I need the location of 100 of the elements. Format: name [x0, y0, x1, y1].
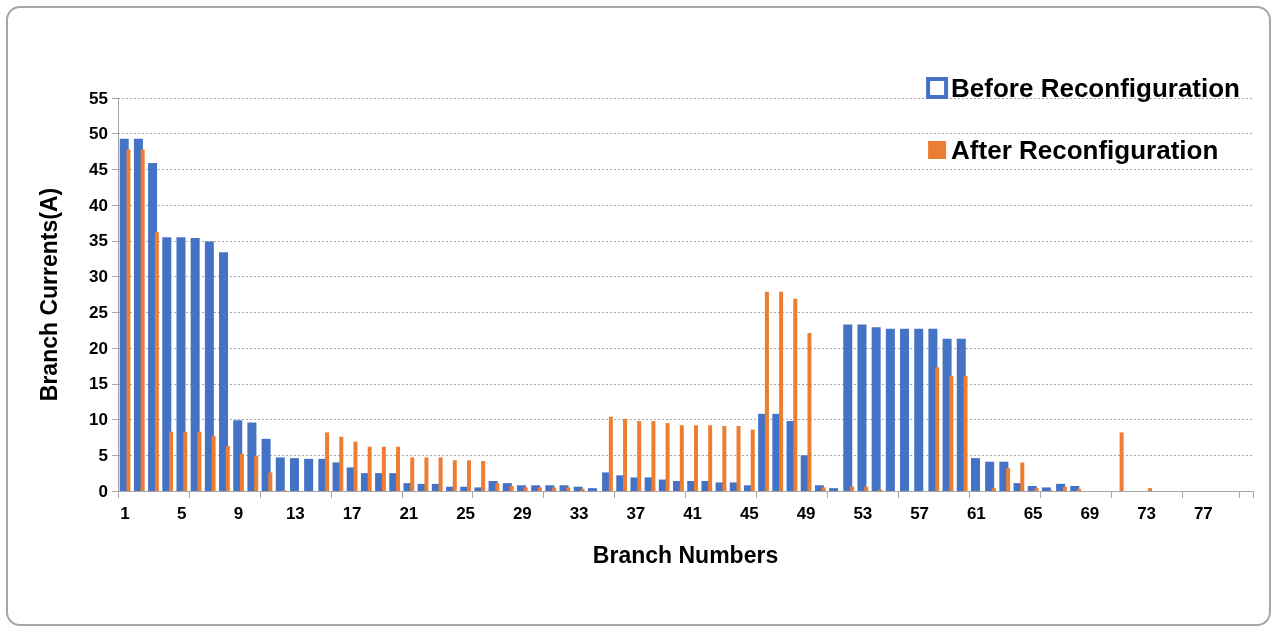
bar — [885, 328, 895, 491]
bar — [1020, 462, 1025, 491]
bar — [708, 425, 713, 491]
y-tick-label: 55 — [89, 88, 108, 108]
bar — [162, 237, 172, 491]
bar — [651, 420, 656, 491]
x-tick-label: 1 — [120, 504, 130, 523]
bar — [807, 333, 812, 491]
x-tick-label: 77 — [1193, 504, 1213, 523]
y-tick-label: 50 — [89, 124, 108, 144]
x-tick-label: 53 — [853, 504, 873, 523]
bar — [275, 457, 285, 491]
x-tick-label: 37 — [626, 504, 646, 523]
bar — [452, 460, 457, 491]
legend-label: Before Reconfiguration — [951, 73, 1241, 103]
x-tick-label: 33 — [569, 504, 589, 523]
bar — [970, 458, 980, 491]
bar — [935, 367, 940, 491]
bar — [523, 487, 528, 491]
bar — [176, 237, 186, 491]
bar — [537, 487, 542, 491]
bar — [637, 420, 642, 491]
x-tick-label: 65 — [1023, 504, 1043, 523]
y-tick-label: 45 — [89, 159, 108, 179]
y-tick-label: 20 — [89, 338, 108, 358]
x-tick-label: 17 — [342, 504, 362, 523]
legend-label: After Reconfiguration — [951, 135, 1219, 165]
bar — [225, 445, 230, 491]
bar — [211, 435, 216, 491]
y-tick-label: 5 — [98, 445, 108, 465]
bar — [608, 416, 613, 491]
bar — [843, 324, 853, 491]
bar — [424, 457, 429, 491]
bar — [509, 486, 514, 491]
bar — [353, 441, 358, 491]
bar — [736, 425, 741, 491]
bar — [985, 461, 995, 491]
bar — [289, 458, 299, 491]
bar — [991, 488, 996, 491]
bar — [169, 431, 174, 491]
x-tick-label: 69 — [1080, 504, 1100, 523]
bar — [900, 328, 910, 491]
bar — [197, 431, 202, 491]
bar — [587, 488, 597, 491]
bar — [1006, 468, 1011, 491]
bar — [871, 327, 881, 491]
x-tick-label: 45 — [739, 504, 759, 523]
bar — [254, 455, 259, 491]
bar — [495, 483, 500, 491]
bar — [126, 149, 131, 491]
bar — [850, 486, 855, 491]
y-tick-label: 0 — [98, 481, 108, 501]
bar — [466, 460, 471, 491]
bar — [367, 446, 372, 491]
bar — [829, 488, 839, 491]
bar — [219, 252, 229, 491]
bar — [750, 429, 755, 491]
bar — [552, 487, 557, 491]
x-axis-title: Branch Numbers — [592, 541, 779, 568]
bar — [1119, 432, 1124, 491]
bar — [1034, 488, 1039, 491]
bar — [1147, 488, 1152, 491]
bar — [325, 432, 330, 491]
bar — [396, 446, 401, 491]
bar — [1070, 486, 1080, 491]
x-tick-label: 57 — [910, 504, 930, 523]
bar — [623, 418, 628, 491]
x-tick-label: 13 — [285, 504, 305, 523]
x-tick-label: 41 — [683, 504, 703, 523]
bar — [693, 425, 698, 491]
bar — [821, 487, 826, 491]
x-tick-label: 29 — [512, 504, 532, 523]
y-axis-title: Branch Currents(A) — [35, 187, 62, 402]
bar — [779, 291, 784, 491]
x-tick-label: 73 — [1137, 504, 1157, 523]
y-tick-label: 30 — [89, 267, 108, 287]
bar — [268, 472, 273, 491]
bar — [481, 460, 486, 491]
y-tick-label: 40 — [89, 195, 108, 215]
y-tick-label: 15 — [89, 374, 108, 394]
bar — [239, 453, 244, 491]
bar — [914, 328, 924, 491]
bar — [140, 149, 145, 491]
bar — [864, 486, 869, 491]
x-tick-label: 5 — [177, 504, 187, 523]
bar — [665, 423, 670, 491]
bar — [1062, 486, 1067, 491]
bar — [154, 232, 159, 491]
y-tick-label: 25 — [89, 302, 108, 322]
bar — [963, 375, 968, 491]
x-tick-label: 25 — [456, 504, 476, 523]
bar — [566, 487, 571, 491]
y-tick-label: 10 — [89, 410, 108, 430]
bar — [438, 457, 443, 491]
bar — [764, 291, 769, 491]
bar — [339, 436, 344, 491]
bar — [183, 431, 188, 491]
bar — [949, 375, 954, 491]
bar — [793, 298, 798, 491]
x-tick-label: 9 — [233, 504, 244, 523]
